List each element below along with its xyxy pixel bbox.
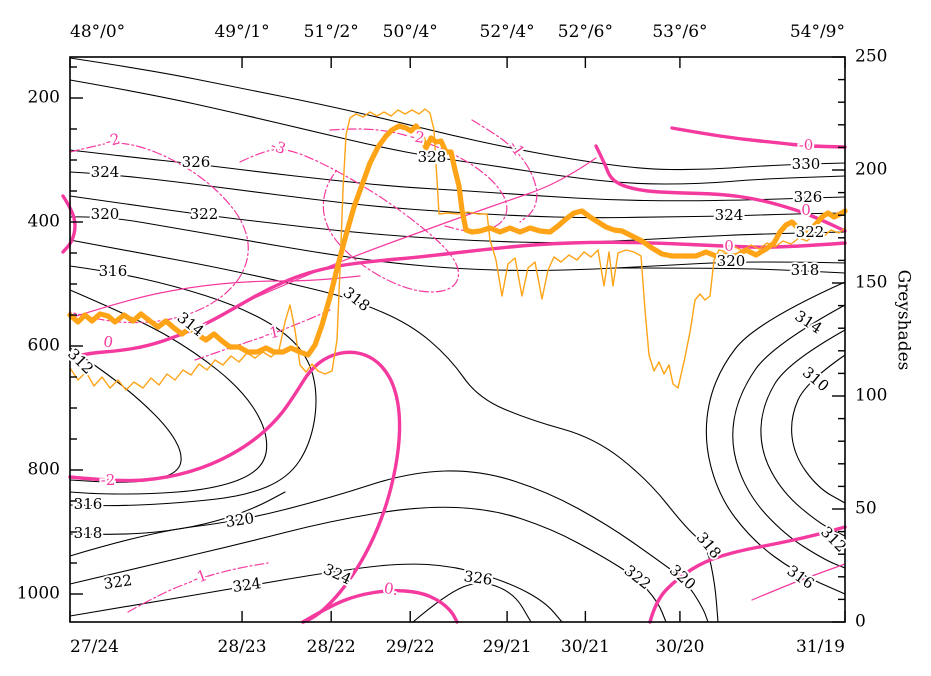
right-axis-label: 150 <box>855 273 887 293</box>
top-axis-label: 48°/0° <box>70 22 125 42</box>
bottom-axis-label: 31/19 <box>796 637 845 657</box>
magenta-0-bottom <box>301 589 459 624</box>
contour-label: -1 <box>263 323 281 344</box>
left-axis-label: 600 <box>28 336 60 356</box>
magenta-web-2 <box>69 275 361 319</box>
top-axis-label: 50°/4° <box>383 22 438 42</box>
contour-label: 322 <box>796 223 825 241</box>
trajectory-main <box>67 123 848 358</box>
isentrope-316-trough <box>705 281 846 595</box>
magenta-0-bottomright <box>648 525 847 624</box>
bottom-axis-label: 29/21 <box>483 637 532 657</box>
contour-label: 320 <box>224 509 255 531</box>
isentrope-320 <box>69 216 846 272</box>
contour-label: 324 <box>321 560 355 588</box>
contour-label: 316 <box>74 495 103 513</box>
isentrope-318-dome <box>69 239 719 623</box>
contour-label: 326 <box>794 188 823 206</box>
isentrope-330 <box>69 57 846 171</box>
contour-label: 320 <box>717 252 746 270</box>
contour-label: 318 <box>791 261 820 279</box>
contour-label: -1 <box>190 566 210 588</box>
contour-label: 324 <box>91 163 120 181</box>
contour-label: 0. <box>383 579 400 599</box>
contour-label: 318 <box>340 283 374 315</box>
contour-label: 312 <box>64 345 97 378</box>
isentrope-328 <box>69 79 846 185</box>
contour-label: -0 <box>799 136 814 154</box>
magenta-leftarc <box>61 194 77 254</box>
left-axis-label: 1000 <box>17 584 60 604</box>
contour-label: 314 <box>792 307 826 338</box>
bottom-axis-label: 30/20 <box>655 637 704 657</box>
isentrope-314-trough <box>732 304 846 569</box>
isentrope-322-arc <box>69 506 667 623</box>
bottom-axis-label: 30/21 <box>561 637 610 657</box>
contour-label: 320 <box>91 205 120 223</box>
isentrope-318-flat <box>614 267 846 274</box>
top-axis-label: 49°/1° <box>214 22 269 42</box>
isentrope-316-left <box>69 265 317 507</box>
contour-label: 0 <box>724 237 734 255</box>
left-axis-label: 400 <box>28 212 60 232</box>
plot-frame <box>69 56 846 623</box>
isentrope-326-arc <box>412 582 532 623</box>
isentrope-326 <box>69 149 846 202</box>
contour-label: 0 <box>102 332 115 351</box>
contour-label: 328 <box>418 148 447 166</box>
contour-label: 318 <box>74 524 103 542</box>
right-axis-label: 200 <box>855 160 887 180</box>
bottom-axis-label: 28/23 <box>218 637 267 657</box>
isentrope-322 <box>69 195 846 244</box>
magenta-m1-mid <box>471 119 538 223</box>
isentrope-312-trough <box>760 329 846 537</box>
contour-label: 322 <box>190 205 219 223</box>
magenta-m3-banana <box>239 148 460 293</box>
bottom-axis-label: 27/24 <box>70 637 119 657</box>
isentrope-310-trough <box>791 354 846 504</box>
magenta-m2-topleft <box>69 142 249 324</box>
magenta-0-right <box>594 144 847 233</box>
contour-label: 0 <box>801 201 811 219</box>
right-axis-label: 100 <box>855 386 887 406</box>
isentrope-320-arc <box>69 470 709 623</box>
contour-label: -2 <box>408 127 426 147</box>
contour-label: -3 <box>268 136 288 158</box>
magenta-thin-bottomright <box>751 563 846 601</box>
contour-label: -2 <box>103 129 122 150</box>
right-axis-title: Greyshades <box>894 270 914 371</box>
magenta-ring <box>670 566 682 578</box>
contour-label: 324 <box>715 206 744 224</box>
contour-label: 322 <box>102 571 133 593</box>
right-axis-label: 0 <box>855 612 866 632</box>
magenta-0-topright <box>670 126 847 149</box>
top-axis-label: 53°/6° <box>652 22 707 42</box>
isentrope-314-left <box>69 289 268 495</box>
contour-label: 326 <box>182 153 211 171</box>
top-axis-label: 54°/9° <box>790 22 845 42</box>
contour-label: 316 <box>99 262 128 280</box>
bottom-axis-label: 28/22 <box>307 637 356 657</box>
contour-label: 330 <box>792 155 821 173</box>
right-axis-label: 250 <box>855 47 887 67</box>
trajectory-secondary <box>69 108 846 391</box>
left-axis-label: 800 <box>28 460 60 480</box>
isentrope-324 <box>69 171 846 219</box>
magenta-m1-bottom <box>127 562 269 613</box>
magenta-blob <box>68 350 402 624</box>
contour-label: -1 <box>505 137 528 159</box>
contour-label: 324 <box>231 574 262 596</box>
contour-label: -2 <box>101 471 116 489</box>
contour-label: 322 <box>621 561 655 593</box>
top-axis-label: 52°/4° <box>480 22 535 42</box>
isentrope-324-arc <box>69 563 563 623</box>
right-axis-label: 50 <box>855 499 877 519</box>
top-axis-label: 52°/6° <box>558 22 613 42</box>
left-axis-label: 200 <box>28 88 60 108</box>
bottom-axis-label: 29/22 <box>386 637 435 657</box>
top-axis-label: 51°/2° <box>304 22 359 42</box>
